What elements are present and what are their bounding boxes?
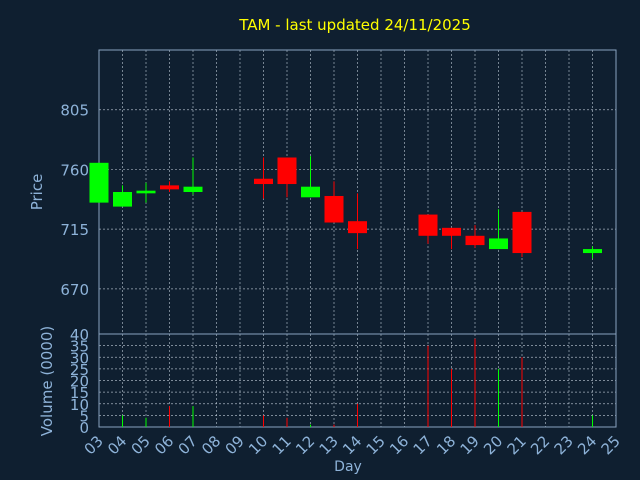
day-tick-label: 13 [316, 432, 342, 458]
price-tick-label: 760 [60, 161, 89, 179]
price-axis-label: Price [28, 174, 46, 211]
candle-body [512, 211, 532, 254]
day-tick-label: 19 [457, 432, 483, 458]
volume-tick-label: 5 [79, 407, 89, 425]
candle-body [348, 221, 367, 234]
candle-body [254, 178, 273, 185]
day-axis-label: Day [334, 459, 362, 475]
day-tick-label: 15 [363, 432, 389, 458]
volume-tick-label: 0 [79, 419, 89, 437]
day-tick-label: 12 [292, 432, 318, 458]
price-tick-label: 670 [60, 281, 89, 299]
day-tick-label: 16 [386, 432, 412, 458]
day-tick-label: 24 [574, 432, 600, 458]
day-tick-label: 04 [104, 432, 130, 458]
day-tick-label: 09 [222, 432, 248, 458]
day-tick-label: 21 [504, 432, 530, 458]
volume-tick-label: 10 [70, 396, 89, 414]
candle-body [160, 185, 179, 190]
day-tick-label: 11 [269, 432, 295, 458]
day-tick-label: 17 [410, 432, 436, 458]
volume-tick-label: 40 [70, 326, 89, 344]
candle-body [418, 214, 438, 236]
volume-tick-label: 25 [70, 361, 89, 379]
day-tick-label: 06 [151, 432, 177, 458]
candle-body [277, 157, 297, 185]
day-tick-label: 10 [245, 432, 271, 458]
candle-body [89, 162, 109, 203]
volume-axis-label: Volume (0000) [38, 326, 56, 436]
volume-tick-label: 20 [70, 373, 89, 391]
day-tick-label: 20 [480, 432, 506, 458]
chart-title: TAM - last updated 24/11/2025 [238, 16, 471, 34]
candle-body [489, 238, 508, 250]
day-tick-label: 22 [527, 432, 553, 458]
candle-body [113, 192, 132, 207]
candle-body [465, 235, 485, 246]
price-tick-label: 805 [60, 102, 89, 120]
candle-body [583, 249, 602, 254]
price-tick-label: 715 [60, 221, 89, 239]
volume-tick-label: 15 [70, 384, 89, 402]
candle-body [136, 190, 156, 194]
volume-tick-label: 35 [70, 338, 89, 356]
day-tick-label: 18 [433, 432, 459, 458]
candle-body [301, 186, 320, 198]
day-tick-label: 05 [128, 432, 154, 458]
day-tick-label: 08 [198, 432, 224, 458]
volume-tick-label: 30 [70, 349, 89, 367]
day-tick-label: 07 [175, 432, 201, 458]
day-tick-label: 23 [551, 432, 577, 458]
candle-body [183, 186, 203, 192]
candle-body [442, 227, 461, 236]
candle-body [324, 195, 344, 223]
day-tick-label: 14 [339, 432, 365, 458]
day-tick-label: 25 [598, 432, 624, 458]
